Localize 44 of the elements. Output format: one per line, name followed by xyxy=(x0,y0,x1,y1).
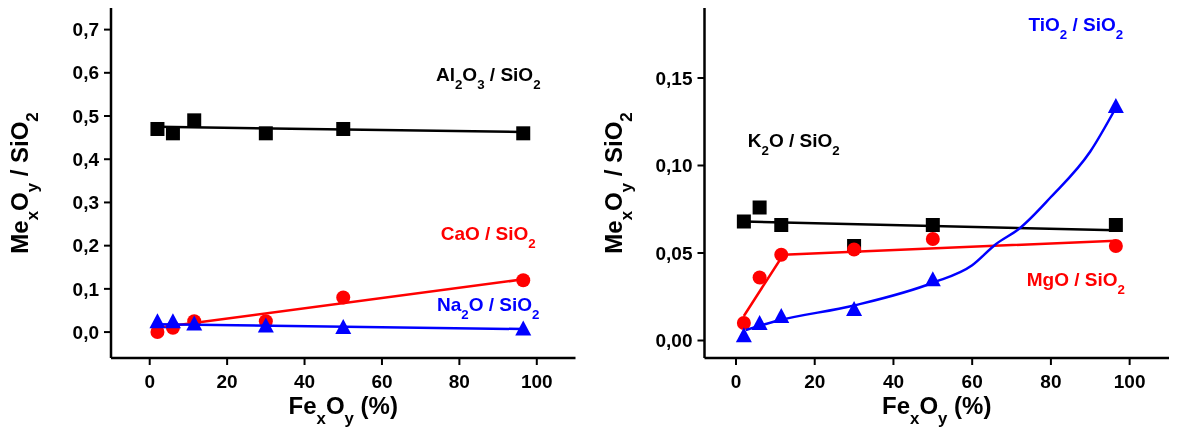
point xyxy=(515,320,532,336)
text: TiO$_{2}$ / SiO$_{2}$ xyxy=(1028,14,1124,42)
x-tick-label: 100 xyxy=(520,371,553,392)
point xyxy=(736,316,751,330)
y-tick-label: 0,15 xyxy=(655,67,693,89)
x-axis-title: Fe$_{x}$O$_{y}$ (%) xyxy=(882,392,992,428)
text: K$_{2}$O / SiO$_{2}$ xyxy=(747,129,840,157)
y-tick-label: 0,6 xyxy=(72,62,99,84)
point xyxy=(752,200,767,215)
x-tick-label: 80 xyxy=(1040,371,1062,392)
x-tick-label: 20 xyxy=(804,371,826,392)
y-tick-label: 0,00 xyxy=(655,330,693,352)
point xyxy=(150,121,165,136)
x-tick-label: 0 xyxy=(144,371,155,392)
x-tick-label: 20 xyxy=(216,371,238,392)
y-tick-label: 0,2 xyxy=(72,235,99,257)
x-tick-label: 40 xyxy=(293,371,316,392)
point xyxy=(1108,239,1123,253)
x-tick-label: 60 xyxy=(371,371,393,392)
y-tick-label: 0,0 xyxy=(72,321,99,343)
y-tick-label: 0,1 xyxy=(72,278,100,300)
point xyxy=(187,113,202,128)
y-tick-label: 0,5 xyxy=(72,105,100,127)
y-tick-label: 0,4 xyxy=(72,148,100,170)
y-tick-label: 0,10 xyxy=(655,155,693,177)
series-label: MgO / SiO$_{2}$ xyxy=(1026,269,1125,297)
point xyxy=(735,327,752,343)
series-label: Na$_{2}$O / SiO$_{2}$ xyxy=(437,293,540,322)
x-tick-label: 80 xyxy=(448,371,470,392)
x-tick-label: 0 xyxy=(730,371,742,392)
point xyxy=(846,301,863,316)
point xyxy=(925,232,940,246)
y-tick-label: 0,05 xyxy=(655,242,693,264)
x-tick-label: 60 xyxy=(961,371,983,392)
x-tick-label: 40 xyxy=(882,371,905,392)
point xyxy=(1108,218,1123,232)
series-label: CaO / SiO$_{2}$ xyxy=(440,223,536,251)
point xyxy=(752,270,767,285)
y-tick-label: 0,7 xyxy=(72,19,99,41)
x-axis-title: Fe$_{x}$O$_{y}$ (%) xyxy=(288,392,398,428)
series-label: Al$_{2}$O$_{3}$ / SiO$_{2}$ xyxy=(435,64,541,92)
y-tick-label: 0,3 xyxy=(72,192,99,214)
x-tick-label: 100 xyxy=(1113,371,1146,392)
point xyxy=(516,126,531,141)
